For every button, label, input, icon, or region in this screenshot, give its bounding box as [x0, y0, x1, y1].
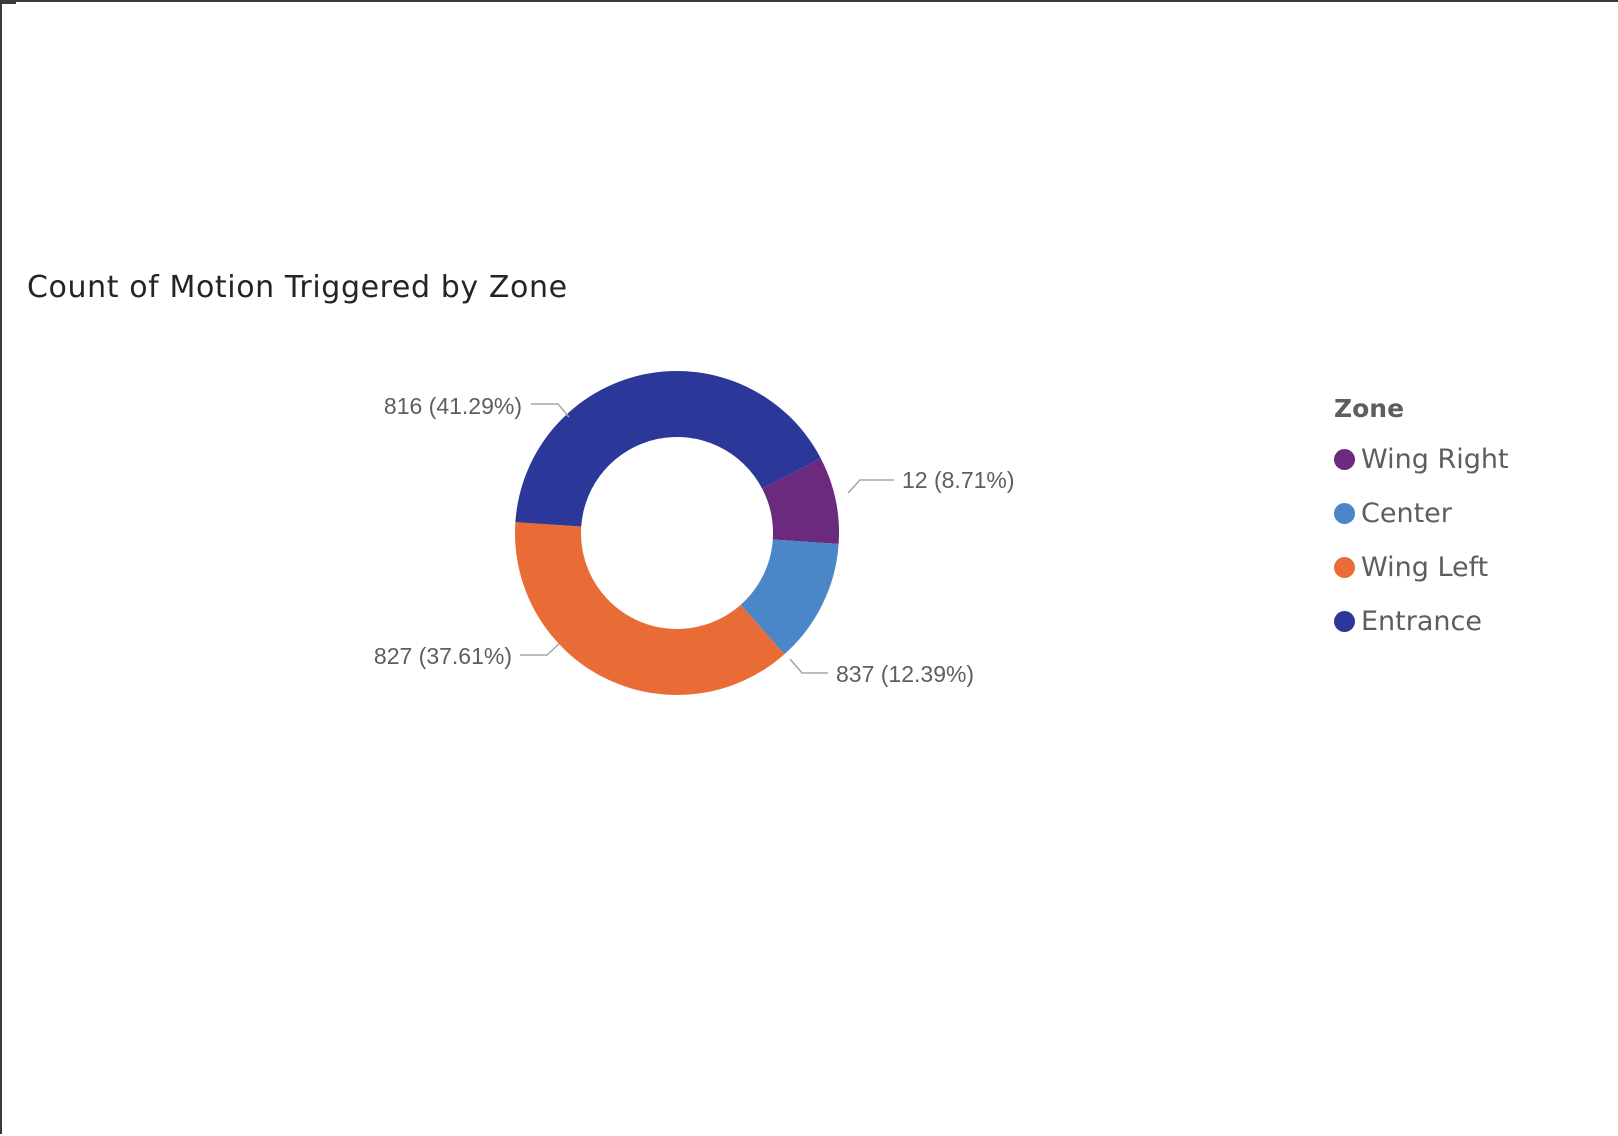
legend-items: Wing Right Center Wing Left Entrance — [1334, 432, 1509, 648]
donut-slice-wing-right[interactable] — [762, 458, 839, 544]
data-labels: 12 (8.71%) 837 (12.39%) 827 (37.61%) 816 (4… — [374, 393, 1015, 687]
leader-line — [847, 479, 894, 494]
legend-item[interactable]: Entrance — [1334, 594, 1509, 648]
legend-item[interactable]: Center — [1334, 486, 1509, 540]
legend-item[interactable]: Wing Right — [1334, 432, 1509, 486]
legend-label: Entrance — [1361, 605, 1482, 637]
legend-label: Wing Left — [1361, 551, 1489, 583]
data-label: 816 (41.29%) — [384, 393, 522, 419]
donut-slice-wing-left[interactable] — [515, 522, 785, 696]
donut-slice-entrance[interactable] — [515, 370, 821, 527]
legend-title: Zone — [1334, 394, 1405, 423]
legend-marker — [1334, 556, 1355, 578]
legend-marker — [1334, 502, 1355, 524]
legend-label: Center — [1361, 497, 1452, 529]
donut-slice-center[interactable] — [740, 539, 839, 655]
legend-item[interactable]: Wing Left — [1334, 540, 1509, 594]
corner-mark — [0, 2, 16, 4]
legend-label: Wing Right — [1361, 443, 1509, 475]
data-label: 827 (37.61%) — [374, 643, 512, 669]
donut-slices — [515, 370, 839, 696]
legend-marker — [1334, 448, 1355, 470]
legend-marker — [1334, 610, 1355, 632]
chart-title: Count of Motion Triggered by Zone — [27, 270, 568, 305]
data-label: 837 (12.39%) — [836, 661, 974, 687]
data-label: 12 (8.71%) — [902, 467, 1015, 493]
leader-line — [531, 403, 570, 418]
leader-line — [520, 643, 560, 656]
leader-line — [789, 658, 828, 674]
legend: Zone Wing Right Center Wing Left Entrance — [1334, 392, 1509, 648]
